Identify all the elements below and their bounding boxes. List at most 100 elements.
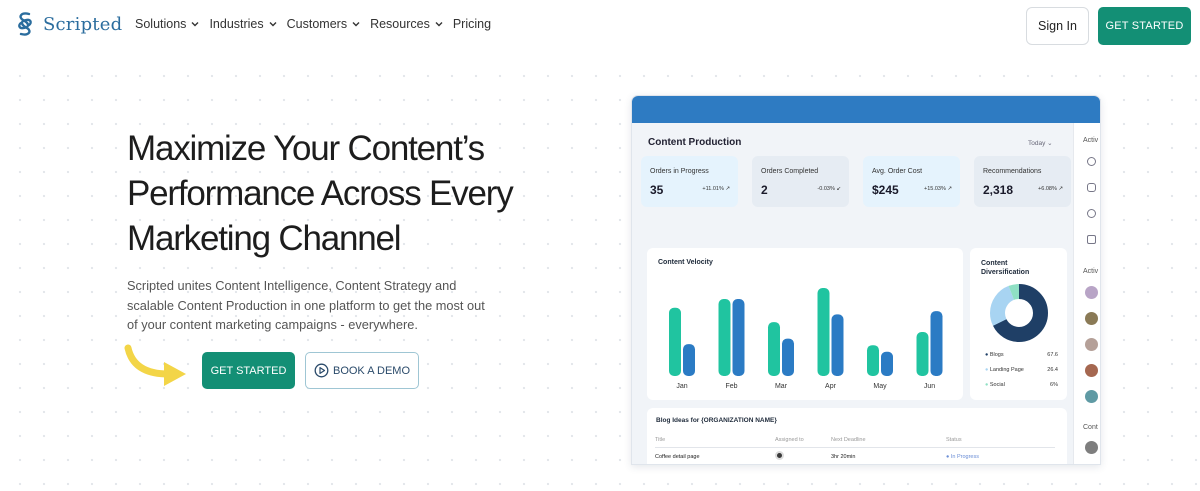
content-velocity-chart: Jan Feb Mar Apr May Jun xyxy=(669,288,943,390)
dashboard-main: Content Production Today ⌄ Orders in Pro… xyxy=(632,123,1073,464)
side-label: Activ xyxy=(1083,268,1099,275)
nav-item-resources[interactable]: Resources xyxy=(370,17,444,31)
x-tick-label: Jun xyxy=(924,383,935,390)
date-range-label: Today xyxy=(1028,140,1046,147)
trend-icon: ↙ xyxy=(836,186,841,192)
avatar xyxy=(1085,286,1098,299)
avatar xyxy=(775,451,784,461)
bug-icon xyxy=(1087,157,1096,166)
trend-icon: ↗ xyxy=(1058,186,1063,192)
legend-item: ● Social 6% xyxy=(985,382,1058,388)
x-tick-label: Mar xyxy=(775,383,788,390)
stat-delta-value: +11.01% xyxy=(702,186,724,192)
stat-delta: +6.08% ↗ xyxy=(1038,186,1063,192)
legend-dot-icon: ● xyxy=(985,367,990,373)
stat-label: Orders Completed xyxy=(761,168,819,175)
bar-jan-1 xyxy=(669,307,681,376)
avatar xyxy=(1085,338,1098,351)
book-demo-label: BOOK A DEMO xyxy=(332,364,411,377)
bar-feb-1 xyxy=(718,299,731,376)
logo-text: Scripted xyxy=(43,13,123,35)
chart-title: Content Diversification xyxy=(981,260,1030,276)
stat-value: 35 xyxy=(650,183,664,197)
legend-value: 6% xyxy=(1050,382,1058,388)
stat-value: $245 xyxy=(872,183,899,197)
avatar xyxy=(1085,364,1098,377)
legend-value: 26.4 xyxy=(1047,367,1058,373)
nav-item-industries[interactable]: Industries xyxy=(209,17,277,31)
column-header: Status xyxy=(946,434,1055,448)
hero-title-line: Performance Across Every xyxy=(127,174,514,213)
x-tick-label: Jan xyxy=(676,383,687,390)
chevron-down-icon xyxy=(191,22,199,27)
hero-title: Maximize Your Content’s Performance Acro… xyxy=(127,126,567,261)
column-header: Next Deadline xyxy=(831,434,946,448)
logo[interactable]: Scripted xyxy=(14,10,122,38)
bar-apr-1 xyxy=(817,288,830,376)
stat-label: Orders in Progress xyxy=(650,168,709,175)
row-status-label: In Progress xyxy=(950,453,979,460)
top-nav: Scripted Solutions Industries Customers Res… xyxy=(0,0,1200,50)
bar-mar-2 xyxy=(782,338,794,376)
nav-item-customers[interactable]: Customers xyxy=(287,17,361,31)
stat-card: Avg. Order Cost $245 +15.03% ↗ xyxy=(863,156,960,207)
side-label: Activ xyxy=(1083,137,1099,144)
book-demo-button[interactable]: BOOK A DEMO xyxy=(305,352,419,389)
nav-item-label: Customers xyxy=(286,17,348,31)
content-velocity-card: Content Velocity Jan Feb Mar Apr May Jun xyxy=(647,248,963,400)
row-status: ● In Progress xyxy=(946,453,979,460)
nav-item-solutions[interactable]: Solutions xyxy=(135,17,200,31)
slice-social xyxy=(990,284,1048,342)
content-diversification-chart xyxy=(990,284,1048,342)
get-started-button[interactable]: GET STARTED xyxy=(202,352,295,389)
bar-jan-2 xyxy=(683,344,695,376)
dashboard-activity-sidebar: Activ Activ Cont xyxy=(1073,123,1100,464)
row-title: Coffee detail page xyxy=(655,453,700,460)
chart-title: Content Velocity xyxy=(658,259,713,266)
stat-value: 2 xyxy=(761,183,768,197)
avatar xyxy=(1085,312,1098,325)
legend-item: ● Blogs 67.6 xyxy=(985,352,1058,358)
chevron-down-icon xyxy=(435,22,443,27)
legend-value: 67.6 xyxy=(1047,352,1058,358)
bug-icon xyxy=(1087,209,1096,218)
stat-card: Recommendations 2,318 +6.08% ↗ xyxy=(974,156,1071,207)
hero-title-line: Maximize Your Content’s xyxy=(127,129,485,168)
stat-delta: -0.03% ↙ xyxy=(817,186,841,192)
x-tick-label: May xyxy=(873,383,887,390)
avatar xyxy=(1085,390,1098,403)
stat-value: 2,318 xyxy=(983,183,1014,197)
nav-item-label: Industries xyxy=(209,17,264,31)
table-row[interactable]: Coffee detail page 3hr 20min ● In Progress xyxy=(655,447,1055,464)
dashboard-title: Content Production xyxy=(648,137,742,148)
main-menu: Solutions Industries Customers Resources Pri… xyxy=(135,17,491,31)
stat-label: Avg. Order Cost xyxy=(872,168,923,175)
bar-may-2 xyxy=(881,351,893,376)
blog-ideas-title: Blog Ideas for {ORGANIZATION NAME} xyxy=(656,417,777,424)
sign-in-button[interactable]: Sign In xyxy=(1026,7,1089,45)
get-started-nav-button[interactable]: GET STARTED xyxy=(1098,7,1191,45)
hero-subtitle: Scripted unites Content Intelligence, Co… xyxy=(127,278,485,332)
date-range-select[interactable]: Today ⌄ xyxy=(1028,140,1053,147)
nav-item-pricing[interactable]: Pricing xyxy=(453,17,491,31)
bar-feb-2 xyxy=(732,299,745,376)
nav-item-label: Solutions xyxy=(135,17,187,31)
trend-icon: ↗ xyxy=(947,186,952,192)
column-header: Assigned to xyxy=(775,434,831,448)
assigned-avatars xyxy=(775,447,831,464)
bar-jun-2 xyxy=(930,311,943,376)
user-icon xyxy=(1087,183,1096,192)
stat-card: Orders in Progress 35 +11.01% ↗ xyxy=(641,156,738,207)
stat-delta: +15.03% ↗ xyxy=(924,186,952,192)
legend-label: Blogs xyxy=(989,352,1004,358)
bar-jun-1 xyxy=(916,332,929,376)
legend-label: Social xyxy=(989,382,1005,388)
dashboard-preview: Content Production Today ⌄ Orders in Pro… xyxy=(631,95,1101,465)
hero-title-line: Marketing Channel xyxy=(127,219,402,258)
dashboard-header-bar xyxy=(632,96,1100,123)
stat-delta: +11.01% ↗ xyxy=(702,186,730,192)
legend-dot-icon: ● xyxy=(985,382,990,388)
bar-apr-2 xyxy=(831,314,844,376)
scripted-logo-icon xyxy=(14,10,36,38)
row-deadline: 3hr 20min xyxy=(831,453,856,460)
